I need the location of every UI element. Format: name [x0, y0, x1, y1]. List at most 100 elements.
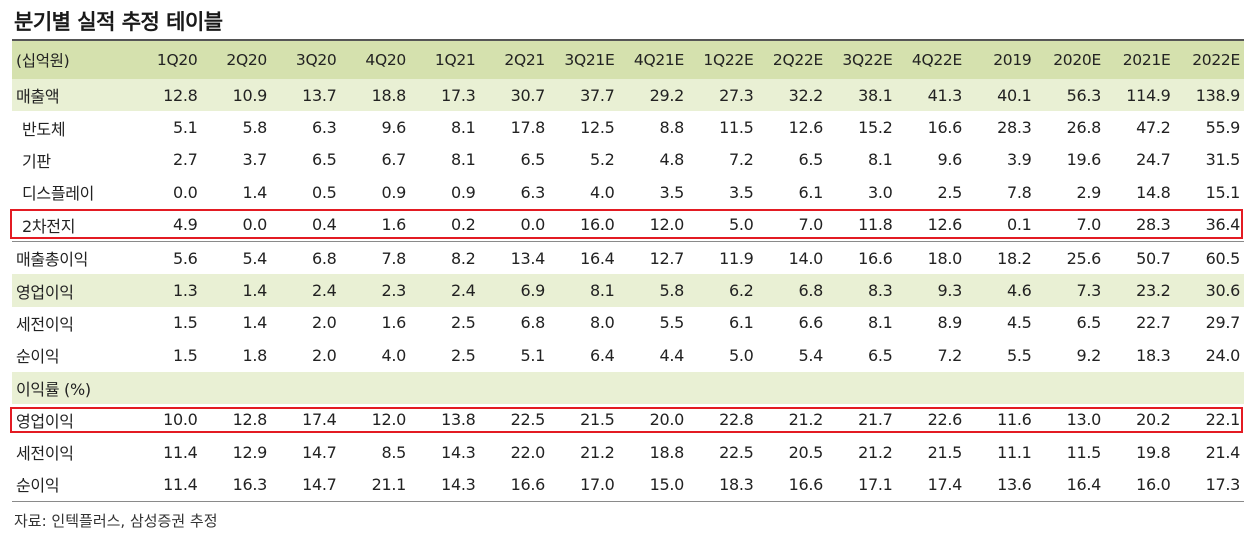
- table-cell: 25.6: [1066, 248, 1102, 268]
- table-cell: 6.8: [757, 274, 827, 307]
- table-cell: 18.8: [649, 442, 685, 462]
- table-cell: 26.8: [1066, 118, 1102, 138]
- table-row: 세전이익 11.4 12.9 14.7 8.5 14.3 22.0 21.2 18.8 22.5 2…: [12, 436, 1244, 468]
- table-cell: 21.4: [1205, 442, 1241, 462]
- table-cell: 3.5: [659, 182, 684, 202]
- table-cell: 0.2: [410, 208, 480, 242]
- table-cell: 0.0: [201, 208, 271, 242]
- table-cell: 7.3: [1035, 274, 1105, 307]
- table-row: 디스플레이 0.0 1.4 0.5 0.9 0.9 6.3 4.0 3.5 3.5 6.1 3.0 2.…: [12, 176, 1244, 208]
- table-cell: 18.3: [688, 468, 758, 502]
- table-cell: 9.3: [896, 274, 966, 307]
- table-cell: 12.0: [618, 208, 688, 242]
- table-row: 순이익 11.4 16.3 14.7 21.1 14.3 16.6 17.0 15.0 18.3 1…: [12, 468, 1244, 502]
- table-cell: 1.6: [381, 313, 406, 333]
- period-header: 3Q22E: [827, 41, 897, 79]
- table-cell: 2.5: [450, 313, 476, 333]
- table-cell: 5.1: [520, 345, 545, 365]
- period-header: 4Q21E: [618, 41, 688, 79]
- period-header: 3Q20: [271, 41, 341, 79]
- table-cell: 4.9: [132, 208, 202, 242]
- table-cell: 6.3: [311, 118, 337, 138]
- table-cell: 2.4: [271, 274, 341, 307]
- table-cell: 16.4: [580, 248, 615, 268]
- table-cell: 1.4: [242, 182, 267, 202]
- table-cell: 4.0: [589, 182, 615, 202]
- row-label: 기판: [22, 151, 51, 171]
- margin-section-label: 이익률 (%): [12, 371, 132, 404]
- table-cell: 8.1: [867, 150, 893, 170]
- table-cell: 6.7: [381, 150, 406, 170]
- table-cell: 11.6: [997, 410, 1032, 430]
- table-cell: 16.6: [858, 248, 893, 268]
- table-cell: 13.4: [510, 248, 546, 268]
- table-cell: 4.6: [966, 274, 1036, 307]
- table-cell: 3.7: [242, 150, 267, 170]
- table-cell: 2.5: [937, 182, 962, 202]
- table-cell: 16.0: [549, 208, 619, 242]
- row-label: 세전이익: [16, 444, 74, 464]
- table-cell: 2.9: [1076, 182, 1101, 202]
- empty-cell: [1174, 371, 1244, 404]
- table-cell: 13.7: [271, 79, 341, 112]
- table-title: 분기별 실적 추정 테이블: [14, 10, 223, 34]
- table-cell: 7.8: [1006, 182, 1032, 202]
- table-cell: 1.8: [242, 345, 267, 365]
- table-cell: 29.2: [618, 79, 688, 112]
- table-cell: 13.8: [441, 410, 476, 430]
- table-cell: 0.1: [966, 208, 1036, 242]
- period-header: 2Q20: [201, 41, 271, 79]
- table-cell: 21.2: [858, 442, 893, 462]
- period-header: 1Q22E: [688, 41, 758, 79]
- table-cell: 18.0: [927, 248, 963, 268]
- table-cell: 8.0: [589, 313, 615, 333]
- table-cell: 22.5: [510, 410, 546, 430]
- table-cell: 3.0: [867, 182, 893, 202]
- table-cell: 6.5: [520, 150, 545, 170]
- table-cell: 5.4: [798, 345, 823, 365]
- table-cell: 5.0: [728, 345, 754, 365]
- table-cell: 0.4: [271, 208, 341, 242]
- table-cell: 21.5: [580, 410, 615, 430]
- table-cell: 6.5: [867, 345, 893, 365]
- table-cell: 6.5: [311, 150, 337, 170]
- table-cell: 30.7: [479, 79, 549, 112]
- table-cell: 37.7: [549, 79, 619, 112]
- table-row: 매출총이익 5.6 5.4 6.8 7.8 8.2 13.4 16.4 12.7 11.9 14.0…: [12, 241, 1244, 274]
- table-cell: 6.1: [798, 182, 823, 202]
- table-row: 순이익 1.5 1.8 2.0 4.0 2.5 5.1 6.4 4.4 5.0 5.4 6.5 7.2 5…: [12, 339, 1244, 371]
- empty-cell: [132, 371, 202, 404]
- table-cell: 12.6: [788, 118, 824, 138]
- empty-cell: [827, 371, 897, 404]
- empty-cell: [549, 371, 619, 404]
- table-cell: 8.9: [937, 313, 962, 333]
- row-label: 영업이익: [12, 274, 132, 307]
- table-cell: 5.0: [688, 208, 758, 242]
- table-cell: 17.8: [510, 118, 546, 138]
- table-cell: 4.5: [1006, 313, 1032, 333]
- table-row: 세전이익 1.5 1.4 2.0 1.6 2.5 6.8 8.0 5.5 6.1 6.6 8.1 8.9…: [12, 307, 1244, 339]
- table-cell: 8.1: [867, 313, 893, 333]
- table-cell: 21.2: [580, 442, 615, 462]
- table-cell: 3.5: [728, 182, 754, 202]
- table-cell: 0.5: [311, 182, 337, 202]
- table-cell: 11.4: [163, 442, 198, 462]
- table-cell: 17.1: [827, 468, 897, 502]
- table-cell: 38.1: [827, 79, 897, 112]
- table-cell: 7.2: [937, 345, 962, 365]
- table-cell: 24.0: [1205, 345, 1241, 365]
- table-cell: 15.0: [618, 468, 688, 502]
- table-cell: 8.5: [381, 442, 406, 462]
- row-label: 순이익: [16, 347, 60, 367]
- table-cell: 22.6: [927, 410, 963, 430]
- table-cell: 17.4: [896, 468, 966, 502]
- table-cell: 5.1: [172, 118, 198, 138]
- table-cell: 2.3: [340, 274, 410, 307]
- table-cell: 0.0: [479, 208, 549, 242]
- table-cell: 19.8: [1136, 442, 1171, 462]
- table-cell: 0.9: [450, 182, 476, 202]
- table-cell: 9.2: [1076, 345, 1101, 365]
- table-cell: 8.1: [450, 118, 476, 138]
- table-cell: 22.5: [719, 442, 754, 462]
- table-cell: 17.4: [302, 410, 337, 430]
